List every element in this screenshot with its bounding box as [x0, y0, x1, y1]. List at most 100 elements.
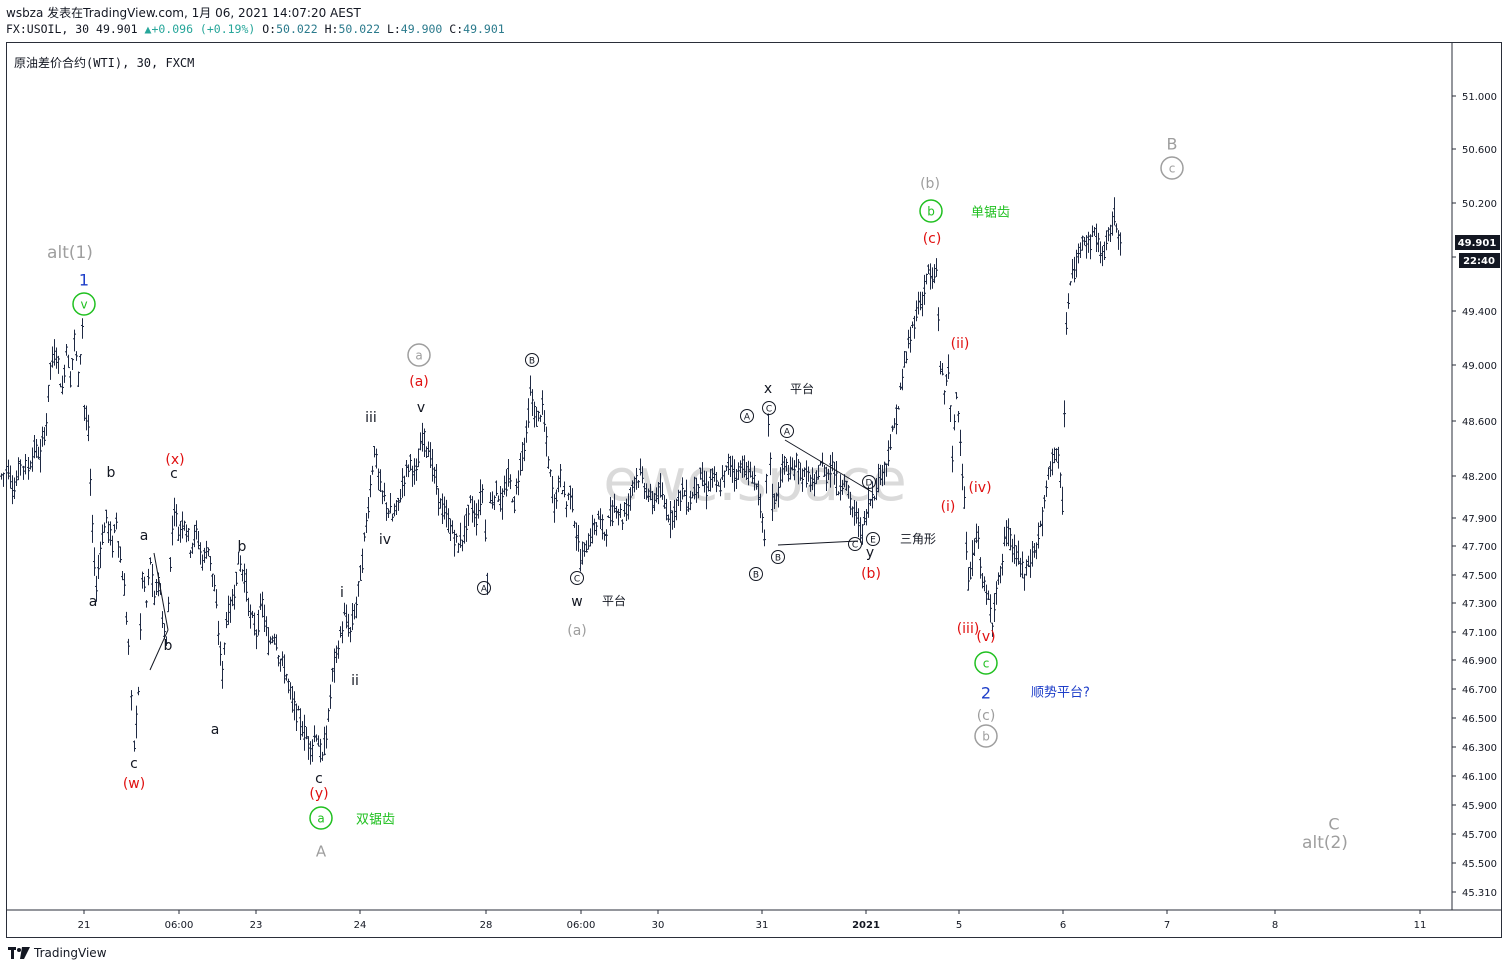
time-tick-label: 31 [756, 920, 769, 931]
wave-circle [762, 401, 776, 415]
price-tick-label: 47.700 [1462, 542, 1497, 553]
tradingview-brand: TradingView [34, 946, 107, 960]
change-value: +0.096 (+0.19%) [151, 22, 256, 36]
wave-label: a [89, 594, 98, 610]
wave-note: 双锯齿 [356, 813, 395, 828]
wave-label: iii [365, 410, 377, 426]
wave-label: w [571, 594, 582, 610]
wave-label: (b) [920, 176, 940, 192]
wave-label: B [529, 357, 535, 367]
last-price: 49.901 [96, 22, 138, 36]
wave-label: x [764, 381, 772, 397]
wave-label: A [316, 842, 327, 860]
wave-circle [477, 581, 491, 595]
wave-label: (y) [309, 786, 328, 802]
countdown-label: 22:40 [1463, 256, 1495, 267]
symbol-label: FX:USOIL, 30 [6, 22, 90, 36]
wave-circle [974, 651, 998, 675]
wave-label: (i) [941, 499, 956, 515]
time-tick-label: 5 [956, 920, 962, 931]
wave-label: C [852, 541, 858, 551]
wave-label: (w) [123, 776, 145, 792]
price-tick-label: 48.600 [1462, 417, 1497, 428]
wave-circle [974, 724, 998, 748]
wave-label: B [775, 554, 781, 564]
wave-note: 三角形 [900, 532, 936, 546]
wave-circle [780, 424, 794, 438]
wave-label: B [753, 571, 759, 581]
wave-note: 平台 [790, 381, 814, 396]
wave-circle [771, 550, 785, 564]
wave-label: (iii) [957, 621, 980, 637]
wave-label: (a) [567, 623, 587, 639]
time-tick-label: 23 [250, 920, 263, 931]
time-tick-label: 7 [1164, 920, 1170, 931]
wave-circle [309, 806, 333, 830]
high-label: H: [324, 22, 339, 36]
wave-label: b [927, 205, 935, 219]
price-tick-label: 45.900 [1462, 801, 1497, 812]
wave-label: v [417, 400, 425, 416]
candles-layer [0, 197, 1122, 765]
wave-label: A [481, 585, 488, 595]
price-tick-label: 46.500 [1462, 714, 1497, 725]
price-tick-label: 46.100 [1462, 772, 1497, 783]
wave-label: (v) [976, 629, 995, 645]
wave-label: 1 [79, 271, 89, 290]
wave-circle [72, 292, 96, 316]
wave-label: E [870, 536, 876, 546]
wave-label: A [784, 428, 791, 438]
wave-label: (b) [861, 566, 881, 582]
wave-note: 单锯齿 [971, 206, 1010, 221]
low-value: 49.900 [400, 22, 443, 36]
chart-legend: 原油差价合约(WTI), 30, FXCM [14, 56, 195, 70]
price-tick-label: 48.200 [1462, 472, 1497, 483]
wave-label: iv [379, 532, 391, 548]
wave-label: C [1328, 815, 1339, 834]
price-tick-label: 51.000 [1462, 92, 1497, 103]
wave-label: c [1169, 162, 1176, 176]
wave-label: b [238, 539, 247, 555]
wave-label: C [766, 405, 772, 415]
wave-label: b [107, 465, 116, 481]
time-tick-label: 6 [1060, 920, 1066, 931]
time-axis[interactable]: 21 06:00 23 24 28 06:00 30 31 2021 5 6 7 8 11 [78, 910, 1427, 931]
price-tick-label: 46.700 [1462, 685, 1497, 696]
ohlc-bar: FX:USOIL, 30 49.901 ▲+0.096 (+0.19%) O:5… [6, 22, 505, 36]
price-tick-label: 47.900 [1462, 514, 1497, 525]
price-tick-label: 46.300 [1462, 743, 1497, 754]
wave-circle [866, 532, 880, 546]
chart-frame[interactable] [6, 42, 1502, 938]
wave-label: c [983, 657, 990, 671]
time-tick-label: 2021 [852, 920, 880, 931]
wave-label: c [315, 771, 323, 787]
wave-label: a [211, 722, 220, 738]
last-price-tag: 49.901 22:40 [1455, 235, 1500, 268]
wave-label: (c) [923, 231, 942, 247]
wave-label: i [340, 585, 344, 601]
price-tick-label: 49.400 [1462, 307, 1497, 318]
wave-label: B [1167, 135, 1178, 154]
tradingview-footer[interactable]: TradingView [8, 946, 107, 960]
time-tick-label: 24 [354, 920, 367, 931]
time-tick-label: 06:00 [567, 920, 596, 931]
price-tick-label: 50.600 [1462, 145, 1497, 156]
price-axis[interactable]: 51.00050.60050.20049.80049.40049.00048.6… [1452, 92, 1497, 899]
price-tick-label: 50.200 [1462, 199, 1497, 210]
wave-label: b [164, 638, 173, 654]
wave-label: A [744, 413, 751, 423]
wave-circle [407, 343, 431, 367]
wave-label: c [170, 466, 178, 482]
price-tick-label: 45.310 [1462, 888, 1497, 899]
wave-label: c [130, 756, 138, 772]
wave-label: a [415, 349, 422, 363]
close-value: 49.901 [463, 22, 505, 36]
wave-label: a [140, 528, 149, 544]
wave-note: 顺势平台? [1031, 685, 1090, 701]
wave-circle [919, 199, 943, 223]
price-tick-label: 45.700 [1462, 830, 1497, 841]
wave-label: 2 [981, 684, 991, 703]
wedge-line-1 [153, 552, 169, 631]
